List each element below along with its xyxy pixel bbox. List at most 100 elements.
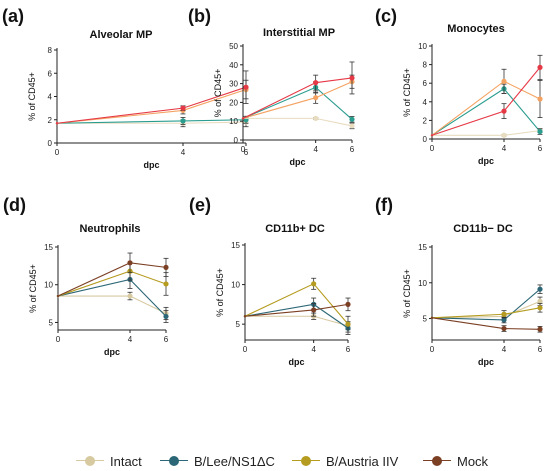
y-tick-label: 10 bbox=[418, 279, 427, 288]
legend-marker bbox=[76, 451, 104, 471]
x-axis-label: dpc bbox=[143, 160, 159, 170]
legend-marker bbox=[423, 451, 451, 471]
legend-item-intact: Intact bbox=[76, 451, 142, 471]
x-tick-label: 4 bbox=[313, 145, 318, 154]
data-point bbox=[311, 281, 317, 287]
y-tick-label: 2 bbox=[423, 116, 428, 125]
data-point bbox=[313, 80, 319, 86]
y-axis-label: % of CD45+ bbox=[27, 72, 37, 121]
data-point bbox=[430, 134, 434, 137]
series-line bbox=[242, 77, 353, 119]
y-tick-label: 5 bbox=[49, 318, 54, 327]
y-tick-label: 4 bbox=[423, 98, 428, 107]
data-point bbox=[56, 294, 60, 298]
y-tick-label: 15 bbox=[418, 243, 427, 252]
series-2 bbox=[241, 74, 355, 120]
data-point bbox=[430, 316, 434, 320]
x-tick-label: 0 bbox=[430, 345, 435, 354]
y-tick-label: 15 bbox=[231, 241, 240, 250]
series-line bbox=[58, 295, 167, 314]
data-point bbox=[537, 96, 543, 102]
y-tick-label: 6 bbox=[48, 69, 53, 78]
panel-label: (e) bbox=[189, 195, 211, 215]
y-axis-label: % of CD45+ bbox=[28, 264, 38, 313]
series-2 bbox=[243, 277, 351, 333]
data-point bbox=[345, 321, 351, 327]
y-tick-label: 20 bbox=[229, 98, 238, 107]
data-point bbox=[311, 307, 317, 313]
panel-alveolar-mp: (a) Alveolar MP 0 2 4 6 8 0 4 6 dpc % of CD45+ bbox=[2, 6, 249, 170]
x-axis-label: dpc bbox=[288, 357, 304, 367]
x-tick-label: 6 bbox=[538, 144, 543, 153]
y-tick-label: 50 bbox=[229, 42, 238, 51]
data-point bbox=[163, 313, 169, 320]
legend: Intact B/Lee/NS1ΔC B/Austria IIV Mock bbox=[0, 451, 550, 471]
series-0 bbox=[55, 117, 249, 128]
x-tick-label: 4 bbox=[311, 345, 316, 354]
data-point bbox=[243, 84, 249, 90]
series-0 bbox=[241, 115, 355, 130]
y-axis-label: % of CD45+ bbox=[213, 69, 223, 118]
panel-label: (d) bbox=[3, 195, 26, 215]
data-point bbox=[501, 317, 507, 323]
x-tick-label: 6 bbox=[346, 345, 351, 354]
series-3 bbox=[56, 252, 169, 298]
y-axis-label: % of CD45+ bbox=[402, 269, 412, 318]
y-tick-label: 0 bbox=[234, 136, 239, 145]
data-point bbox=[501, 132, 507, 138]
x-tick-label: 6 bbox=[350, 145, 355, 154]
data-point bbox=[501, 325, 507, 332]
series-3 bbox=[241, 61, 355, 120]
panel-interstitial-mp: (b) Interstitial MP 0 10 20 30 40 50 0 4 6 dpc % of … bbox=[188, 6, 355, 167]
panel-title: Interstitial MP bbox=[263, 27, 335, 39]
y-tick-label: 8 bbox=[423, 61, 428, 70]
panel-title: Alveolar MP bbox=[90, 29, 153, 41]
series-1 bbox=[430, 284, 543, 324]
data-point bbox=[180, 118, 186, 124]
data-point bbox=[313, 95, 319, 101]
x-tick-label: 4 bbox=[502, 144, 507, 153]
x-tick-label: 6 bbox=[244, 148, 249, 157]
y-tick-label: 0 bbox=[423, 135, 428, 144]
y-tick-label: 6 bbox=[423, 79, 428, 88]
panel-title: Monocytes bbox=[447, 23, 504, 35]
x-tick-label: 6 bbox=[538, 345, 543, 354]
series-3 bbox=[55, 70, 249, 125]
series-2 bbox=[430, 68, 543, 137]
data-point bbox=[163, 281, 169, 287]
y-tick-label: 5 bbox=[423, 315, 428, 324]
legend-marker bbox=[292, 451, 320, 471]
y-tick-label: 10 bbox=[44, 281, 53, 290]
panel-monocytes: (c) Monocytes 0 2 4 6 8 10 0 4 6 dpc % of CD45+ bbox=[375, 6, 543, 166]
y-tick-label: 5 bbox=[236, 320, 241, 329]
y-axis-label: % of CD45+ bbox=[215, 268, 225, 317]
legend-label: Mock bbox=[457, 453, 489, 469]
y-axis-label: % of CD45+ bbox=[402, 68, 412, 117]
data-point bbox=[313, 115, 319, 121]
series-0 bbox=[243, 312, 351, 331]
data-point bbox=[349, 123, 355, 129]
panel-label: (b) bbox=[188, 6, 211, 26]
legend-item-b-lee-ns1: B/Lee/NS1ΔC bbox=[160, 451, 275, 471]
data-point bbox=[127, 293, 133, 299]
data-point bbox=[345, 301, 351, 307]
series-line bbox=[244, 283, 349, 325]
x-tick-label: 0 bbox=[430, 144, 435, 153]
data-point bbox=[127, 260, 133, 266]
panel-title: Neutrophils bbox=[79, 223, 140, 235]
data-point bbox=[537, 326, 543, 332]
y-tick-label: 10 bbox=[231, 281, 240, 290]
figure-canvas: (a) Alveolar MP 0 2 4 6 8 0 4 6 dpc % of CD45+ (b) I… bbox=[2, 6, 543, 367]
legend-item-b-austria-iiv: B/Austria IIV bbox=[292, 451, 398, 471]
y-tick-label: 0 bbox=[48, 139, 53, 148]
data-point bbox=[537, 298, 543, 304]
data-point bbox=[180, 105, 186, 111]
x-tick-label: 4 bbox=[181, 148, 186, 157]
series-line bbox=[431, 80, 541, 136]
panel-label: (c) bbox=[375, 6, 397, 26]
data-point bbox=[243, 315, 247, 318]
x-tick-label: 4 bbox=[502, 345, 507, 354]
legend-label: B/Lee/NS1ΔC bbox=[194, 453, 275, 469]
x-axis-label: dpc bbox=[104, 347, 120, 357]
x-tick-label: 0 bbox=[55, 148, 60, 157]
